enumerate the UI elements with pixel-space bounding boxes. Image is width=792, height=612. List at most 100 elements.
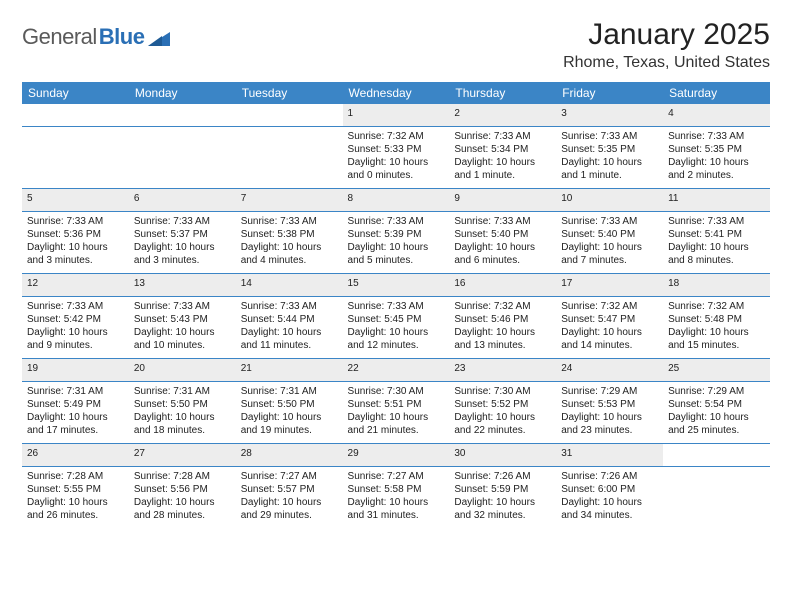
day-cell: Sunrise: 7:33 AMSunset: 5:41 PMDaylight:… — [663, 212, 770, 274]
day-cell: Sunrise: 7:33 AMSunset: 5:40 PMDaylight:… — [556, 212, 663, 274]
sunset-text: Sunset: 5:52 PM — [454, 398, 551, 411]
day2-text: and 1 minute. — [454, 169, 551, 182]
day-cell — [663, 467, 770, 529]
daynum-row: 262728293031 — [22, 444, 770, 467]
day-header: Saturday — [663, 82, 770, 104]
daynum-cell: 29 — [343, 444, 450, 467]
day-cell: Sunrise: 7:26 AMSunset: 6:00 PMDaylight:… — [556, 467, 663, 529]
day1-text: Daylight: 10 hours — [454, 156, 551, 169]
sunrise-text: Sunrise: 7:33 AM — [561, 215, 658, 228]
day-header: Wednesday — [343, 82, 450, 104]
day-cell — [129, 127, 236, 189]
daynum-cell: 11 — [663, 189, 770, 212]
sunrise-text: Sunrise: 7:33 AM — [27, 300, 124, 313]
sunrise-text: Sunrise: 7:33 AM — [668, 215, 765, 228]
sunrise-text: Sunrise: 7:26 AM — [561, 470, 658, 483]
day1-text: Daylight: 10 hours — [668, 156, 765, 169]
day-cell: Sunrise: 7:33 AMSunset: 5:43 PMDaylight:… — [129, 297, 236, 359]
day2-text: and 19 minutes. — [241, 424, 338, 437]
day-cell: Sunrise: 7:33 AMSunset: 5:38 PMDaylight:… — [236, 212, 343, 274]
day1-text: Daylight: 10 hours — [348, 326, 445, 339]
daynum-cell: 14 — [236, 274, 343, 297]
sunset-text: Sunset: 5:40 PM — [561, 228, 658, 241]
day-cell: Sunrise: 7:26 AMSunset: 5:59 PMDaylight:… — [449, 467, 556, 529]
day2-text: and 18 minutes. — [134, 424, 231, 437]
daynum-cell: 10 — [556, 189, 663, 212]
sunrise-text: Sunrise: 7:33 AM — [668, 130, 765, 143]
sunset-text: Sunset: 5:53 PM — [561, 398, 658, 411]
day2-text: and 23 minutes. — [561, 424, 658, 437]
daynum-cell: 7 — [236, 189, 343, 212]
logo-text-general: General — [22, 24, 97, 50]
day2-text: and 6 minutes. — [454, 254, 551, 267]
sunrise-text: Sunrise: 7:30 AM — [454, 385, 551, 398]
sunset-text: Sunset: 5:58 PM — [348, 483, 445, 496]
sunrise-text: Sunrise: 7:32 AM — [348, 130, 445, 143]
sunset-text: Sunset: 5:45 PM — [348, 313, 445, 326]
sunset-text: Sunset: 5:49 PM — [27, 398, 124, 411]
calendar-table: Sunday Monday Tuesday Wednesday Thursday… — [22, 82, 770, 528]
sunrise-text: Sunrise: 7:33 AM — [348, 215, 445, 228]
day1-text: Daylight: 10 hours — [134, 411, 231, 424]
day1-text: Daylight: 10 hours — [668, 326, 765, 339]
day2-text: and 1 minute. — [561, 169, 658, 182]
daynum-cell: 26 — [22, 444, 129, 467]
day1-text: Daylight: 10 hours — [561, 411, 658, 424]
day1-text: Daylight: 10 hours — [134, 496, 231, 509]
day2-text: and 29 minutes. — [241, 509, 338, 522]
day-cell: Sunrise: 7:29 AMSunset: 5:53 PMDaylight:… — [556, 382, 663, 444]
day-header: Thursday — [449, 82, 556, 104]
sunrise-text: Sunrise: 7:32 AM — [668, 300, 765, 313]
day1-text: Daylight: 10 hours — [668, 241, 765, 254]
daynum-cell: 16 — [449, 274, 556, 297]
daynum-row: 19202122232425 — [22, 359, 770, 382]
daynum-cell: 22 — [343, 359, 450, 382]
day-cell: Sunrise: 7:33 AMSunset: 5:35 PMDaylight:… — [556, 127, 663, 189]
day-header: Tuesday — [236, 82, 343, 104]
day-cell: Sunrise: 7:31 AMSunset: 5:49 PMDaylight:… — [22, 382, 129, 444]
daynum-cell: 2 — [449, 104, 556, 127]
day1-text: Daylight: 10 hours — [454, 241, 551, 254]
day2-text: and 12 minutes. — [348, 339, 445, 352]
day1-text: Daylight: 10 hours — [668, 411, 765, 424]
daynum-cell: 12 — [22, 274, 129, 297]
day-cell: Sunrise: 7:33 AMSunset: 5:37 PMDaylight:… — [129, 212, 236, 274]
day-cell: Sunrise: 7:32 AMSunset: 5:46 PMDaylight:… — [449, 297, 556, 359]
day1-text: Daylight: 10 hours — [454, 496, 551, 509]
daynum-cell — [22, 104, 129, 127]
sunset-text: Sunset: 5:40 PM — [454, 228, 551, 241]
day1-text: Daylight: 10 hours — [27, 411, 124, 424]
day-cell: Sunrise: 7:33 AMSunset: 5:42 PMDaylight:… — [22, 297, 129, 359]
day-header: Friday — [556, 82, 663, 104]
day2-text: and 34 minutes. — [561, 509, 658, 522]
day-cell: Sunrise: 7:30 AMSunset: 5:52 PMDaylight:… — [449, 382, 556, 444]
day-cell: Sunrise: 7:27 AMSunset: 5:57 PMDaylight:… — [236, 467, 343, 529]
day1-text: Daylight: 10 hours — [27, 326, 124, 339]
daynum-cell: 21 — [236, 359, 343, 382]
daynum-cell: 30 — [449, 444, 556, 467]
sunrise-text: Sunrise: 7:33 AM — [348, 300, 445, 313]
day2-text: and 7 minutes. — [561, 254, 658, 267]
day1-text: Daylight: 10 hours — [561, 496, 658, 509]
daynum-cell: 13 — [129, 274, 236, 297]
day-cell: Sunrise: 7:33 AMSunset: 5:44 PMDaylight:… — [236, 297, 343, 359]
daynum-cell: 9 — [449, 189, 556, 212]
daynum-cell: 8 — [343, 189, 450, 212]
day1-text: Daylight: 10 hours — [348, 241, 445, 254]
sunrise-text: Sunrise: 7:28 AM — [134, 470, 231, 483]
day1-text: Daylight: 10 hours — [348, 496, 445, 509]
sunset-text: Sunset: 5:48 PM — [668, 313, 765, 326]
day2-text: and 15 minutes. — [668, 339, 765, 352]
day2-text: and 25 minutes. — [668, 424, 765, 437]
day1-text: Daylight: 10 hours — [454, 411, 551, 424]
sunrise-text: Sunrise: 7:32 AM — [454, 300, 551, 313]
day2-text: and 22 minutes. — [454, 424, 551, 437]
daynum-cell: 27 — [129, 444, 236, 467]
daynum-cell: 23 — [449, 359, 556, 382]
daynum-cell — [129, 104, 236, 127]
sunrise-text: Sunrise: 7:33 AM — [561, 130, 658, 143]
day-cell: Sunrise: 7:30 AMSunset: 5:51 PMDaylight:… — [343, 382, 450, 444]
sunset-text: Sunset: 5:55 PM — [27, 483, 124, 496]
sunset-text: Sunset: 5:39 PM — [348, 228, 445, 241]
sunset-text: Sunset: 5:34 PM — [454, 143, 551, 156]
